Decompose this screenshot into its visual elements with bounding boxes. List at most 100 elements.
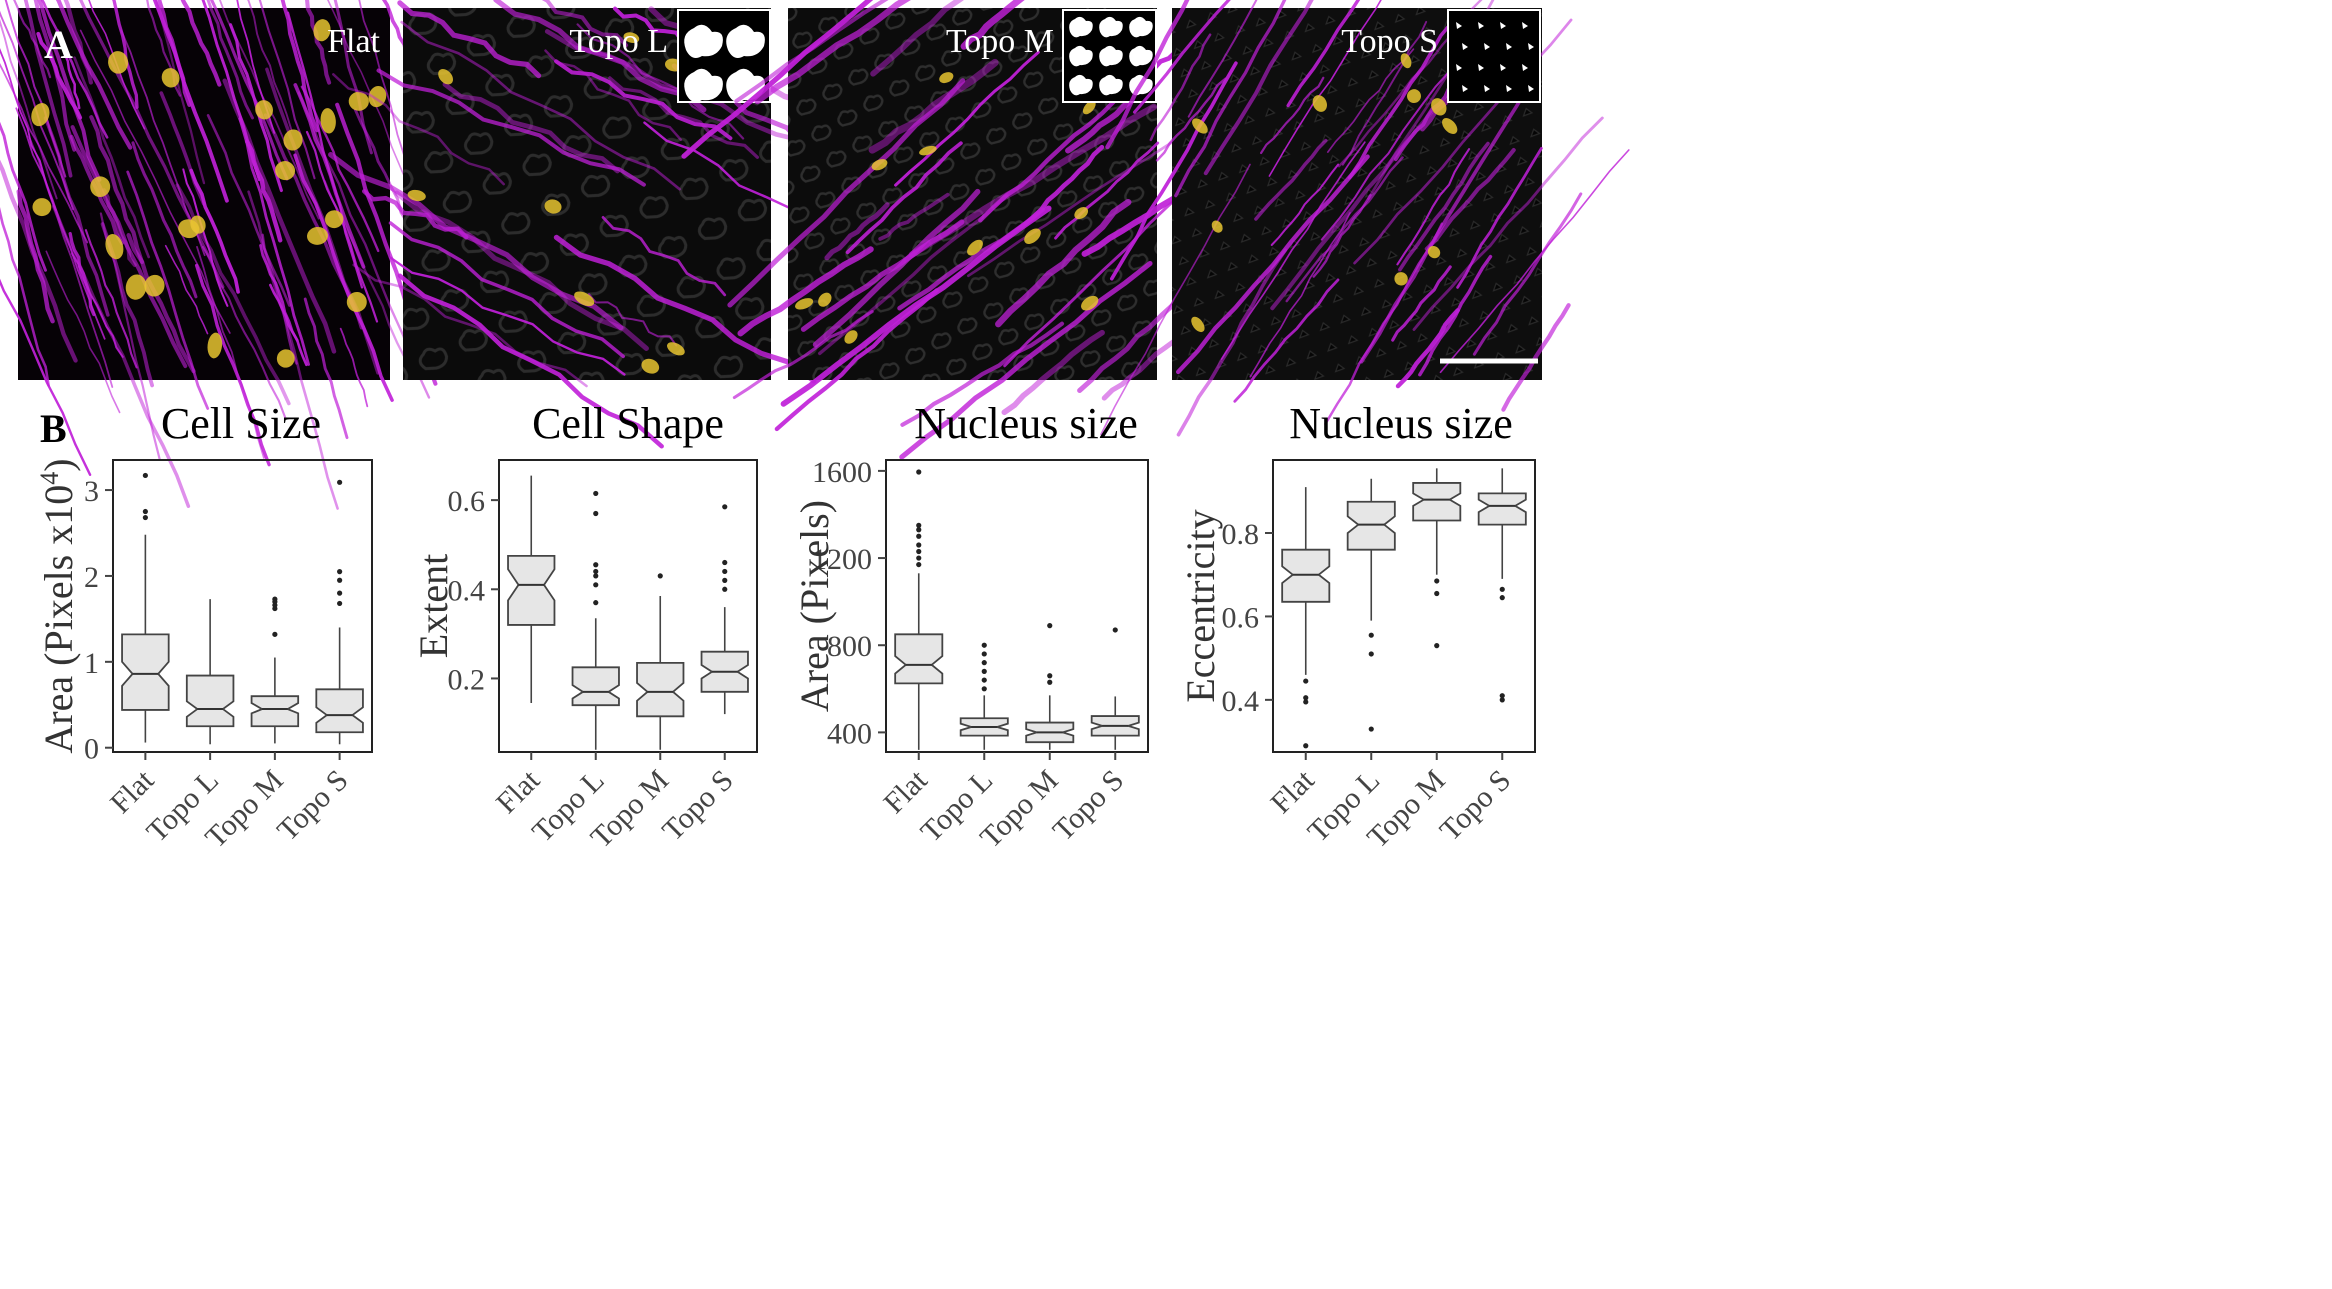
box-topo-m: [1025, 623, 1075, 750]
y-tick-label: 0.4: [448, 574, 486, 607]
notched-box: [250, 695, 300, 728]
panel-a: A Flat Topo L Topo M: [0, 0, 1630, 510]
outlier-point: [1303, 743, 1309, 749]
boxplot-3: Nucleus size 400 800 1200 1600 Area (Pixels) F…: [792, 399, 1149, 854]
box-topo-s: [700, 504, 749, 715]
outlier-point: [593, 582, 599, 588]
outlier-point: [1112, 627, 1118, 633]
outlier-point: [593, 562, 599, 568]
y-tick-label: 0: [84, 733, 99, 766]
micrograph-label-topo-l: Topo L: [569, 23, 668, 60]
y-tick-label: 1600: [812, 456, 872, 489]
outlier-point: [916, 555, 922, 561]
nuclei: [1191, 53, 1458, 333]
medium-heart-pattern-icon: [1062, 9, 1157, 103]
notched-box: [636, 661, 685, 718]
panel-letter-a: A: [44, 22, 73, 67]
outlier-point: [916, 533, 922, 539]
y-axis-label: Extent: [411, 554, 456, 658]
x-tick-label: Flat: [104, 763, 161, 820]
chart-title: Nucleus size: [914, 399, 1138, 448]
outlier-point: [722, 586, 728, 592]
y-axis-label: Area (Pixels): [792, 500, 837, 712]
x-tick-label: Flat: [490, 763, 547, 820]
x-tick-label: Topo S: [656, 764, 740, 848]
outlier-point: [1303, 678, 1309, 684]
outlier-point: [337, 569, 343, 575]
box-topo-s: [1477, 468, 1527, 703]
micrograph-label-topo-m: Topo M: [946, 23, 1054, 60]
outlier-point: [593, 510, 599, 517]
small-feature-pattern-icon: [1447, 9, 1541, 103]
actin-fibers: [1100, 0, 1630, 437]
outlier-point: [337, 590, 343, 596]
box-flat: [1281, 487, 1331, 749]
outlier-point: [337, 577, 343, 583]
micrograph-label-flat: Flat: [327, 23, 380, 60]
chart-title: Nucleus size: [1289, 399, 1513, 448]
notched-box: [1281, 548, 1331, 603]
micrograph-flat: A Flat: [0, 0, 438, 510]
outlier-point: [142, 514, 148, 521]
box-topo-s: [1090, 627, 1140, 750]
outlier-point: [272, 596, 278, 602]
outlier-point: [1434, 590, 1440, 597]
chart-title: Cell Shape: [532, 399, 724, 448]
outlier-point: [337, 600, 343, 607]
y-axis-label-exponent: 4: [35, 472, 64, 485]
box-topo-l: [571, 490, 620, 750]
x-tick-label: Flat: [1264, 763, 1321, 820]
outlier-point: [272, 631, 278, 637]
notched-box: [1346, 500, 1396, 551]
plot-frame: [112, 459, 373, 753]
outlier-point: [142, 508, 148, 515]
outlier-point: [1368, 632, 1374, 638]
outlier-point: [981, 651, 987, 657]
outlier-point: [1499, 693, 1505, 699]
outlier-point: [1368, 651, 1374, 657]
y-tick-label: 3: [84, 475, 99, 508]
x-tick-label: Topo S: [271, 764, 355, 848]
y-tick-label: 1: [84, 647, 99, 680]
chart-title: Cell Size: [161, 399, 321, 448]
box-topo-m: [1412, 468, 1462, 649]
notched-box: [315, 688, 364, 734]
outlier-point: [981, 660, 987, 666]
plot-frame: [498, 459, 758, 753]
outlier-point: [1303, 695, 1309, 701]
x-tick-label: Topo S: [1046, 764, 1130, 848]
y-axis-label: Eccentricity: [1178, 509, 1223, 702]
y-axis-label-tail: ): [36, 458, 81, 471]
notched-box: [185, 674, 235, 728]
y-tick-label: 0.6: [1222, 601, 1260, 634]
panel-letter-b: B: [40, 406, 67, 451]
notched-box: [571, 666, 620, 707]
outlier-point: [981, 668, 987, 674]
box-topo-m: [636, 573, 685, 750]
outlier-point: [142, 472, 148, 479]
outlier-point: [593, 600, 599, 606]
box-topo-s: [315, 479, 364, 745]
outlier-point: [593, 573, 599, 579]
large-heart-pattern-icon: [677, 9, 771, 103]
outlier-point: [981, 642, 987, 648]
outlier-point: [1499, 697, 1505, 703]
micrograph-label-topo-s: Topo S: [1341, 23, 1438, 60]
y-axis-label: Area (Pixels x104): [35, 458, 81, 753]
outlier-point: [916, 542, 922, 548]
outlier-point: [1047, 623, 1053, 629]
outlier-point: [916, 522, 922, 528]
notched-box: [507, 554, 556, 626]
outlier-point: [722, 504, 728, 510]
plot-frame: [1272, 459, 1536, 753]
box-flat: [894, 469, 944, 750]
x-tick-label: Flat: [877, 763, 934, 820]
notched-box: [894, 633, 944, 685]
outlier-point: [1368, 726, 1374, 732]
y-tick-label: 400: [827, 717, 872, 750]
outlier-point: [1303, 699, 1309, 705]
outlier-point: [722, 577, 728, 583]
plot-frame: [885, 459, 1149, 753]
